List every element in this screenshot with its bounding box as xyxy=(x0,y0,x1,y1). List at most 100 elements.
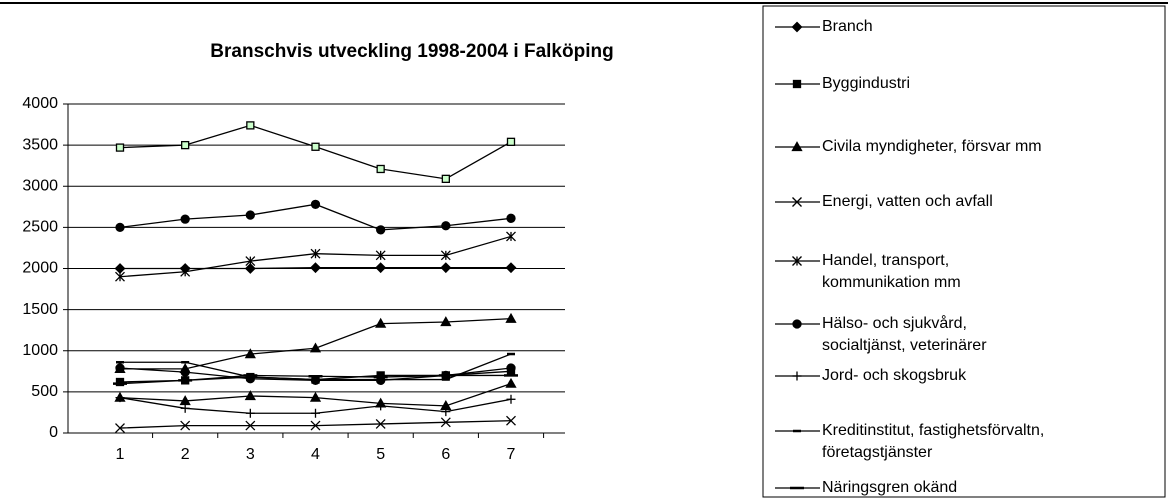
marker xyxy=(376,225,386,235)
marker-shape xyxy=(114,391,126,402)
marker xyxy=(180,266,191,277)
marker xyxy=(440,417,451,428)
marker-shape xyxy=(245,210,255,220)
marker xyxy=(244,348,256,359)
marker-shape xyxy=(244,348,256,359)
marker xyxy=(375,418,386,429)
marker xyxy=(311,408,320,418)
legend-label: Handel, transport, kommunikation mm xyxy=(822,252,961,291)
marker xyxy=(792,256,802,266)
marker-shape xyxy=(180,367,190,377)
marker xyxy=(791,21,803,33)
marker xyxy=(179,395,191,406)
marker xyxy=(180,367,190,377)
y-tick-label: 3000 xyxy=(22,177,58,194)
marker-shape xyxy=(441,221,451,231)
marker-shape xyxy=(440,262,452,274)
marker xyxy=(310,375,321,386)
marker xyxy=(246,121,255,130)
y-tick-label: 500 xyxy=(31,383,58,400)
marker-shape xyxy=(440,316,452,327)
marker xyxy=(115,271,125,282)
marker xyxy=(310,262,321,274)
marker xyxy=(440,316,452,327)
marker-shape xyxy=(180,214,190,224)
marker-shape xyxy=(791,141,803,152)
legend-label: Näringsgren okänd xyxy=(822,479,958,496)
marker-shape xyxy=(114,263,126,274)
marker-shape xyxy=(310,262,321,274)
marker xyxy=(505,262,517,274)
marker-shape xyxy=(310,199,321,209)
marker xyxy=(792,197,802,207)
legend-label: Hälso- och sjukvård, socialtjänst, veter… xyxy=(822,315,987,354)
marker xyxy=(375,397,387,408)
y-tick-label: 0 xyxy=(49,424,58,441)
marker xyxy=(115,423,125,434)
marker-shape xyxy=(310,375,321,386)
marker-shape xyxy=(792,319,802,329)
marker xyxy=(310,248,321,259)
marker xyxy=(375,262,387,274)
marker xyxy=(310,199,321,209)
marker xyxy=(441,174,450,183)
marker-shape xyxy=(376,375,386,386)
marker-shape xyxy=(246,121,255,130)
marker-shape xyxy=(244,390,256,401)
marker xyxy=(181,140,190,150)
marker xyxy=(440,262,452,274)
marker xyxy=(375,317,387,328)
series-line xyxy=(119,124,512,180)
chart-title: Branschvis utveckling 1998-2004 i Falköp… xyxy=(210,41,613,62)
marker xyxy=(115,377,125,387)
marker xyxy=(506,231,516,242)
legend-label: Jord- och skogsbruk xyxy=(822,367,967,384)
marker xyxy=(115,222,125,233)
marker xyxy=(792,79,802,89)
marker-shape xyxy=(506,137,516,146)
marker xyxy=(506,213,516,223)
marker-shape xyxy=(309,342,322,353)
marker-shape xyxy=(376,164,385,174)
marker xyxy=(115,143,125,152)
y-tick-label: 4000 xyxy=(22,95,58,112)
marker xyxy=(440,250,451,261)
marker xyxy=(505,377,517,388)
x-tick-label: 6 xyxy=(441,446,450,463)
marker xyxy=(245,374,255,384)
marker-shape xyxy=(505,262,517,274)
marker-shape xyxy=(115,363,125,373)
marker xyxy=(180,214,190,224)
marker xyxy=(115,363,125,373)
marker-stroke xyxy=(180,420,191,431)
marker-shape xyxy=(792,79,802,89)
marker xyxy=(441,370,451,381)
marker-shape xyxy=(505,312,517,323)
marker-shape xyxy=(375,397,387,408)
y-tick-label: 1500 xyxy=(22,301,58,318)
legend-box xyxy=(762,5,1166,498)
marker-stroke xyxy=(375,418,386,429)
marker xyxy=(180,420,191,431)
marker-shape xyxy=(179,395,191,406)
marker xyxy=(245,210,255,220)
marker-stroke xyxy=(115,423,125,434)
marker xyxy=(180,403,190,413)
marker-shape xyxy=(115,222,125,233)
marker-shape xyxy=(376,225,386,235)
legend-label: Branch xyxy=(822,18,873,35)
marker-stroke xyxy=(440,417,451,428)
marker xyxy=(506,415,516,426)
marker-shape xyxy=(375,317,387,328)
marker-shape xyxy=(506,213,516,223)
y-tick-label: 3500 xyxy=(22,136,58,153)
marker xyxy=(376,164,385,174)
marker-stroke xyxy=(506,415,516,426)
marker-shape xyxy=(115,143,125,152)
x-tick-label: 2 xyxy=(181,446,190,463)
marker-shape xyxy=(441,174,450,183)
marker xyxy=(441,221,451,231)
marker-shape xyxy=(375,262,387,274)
